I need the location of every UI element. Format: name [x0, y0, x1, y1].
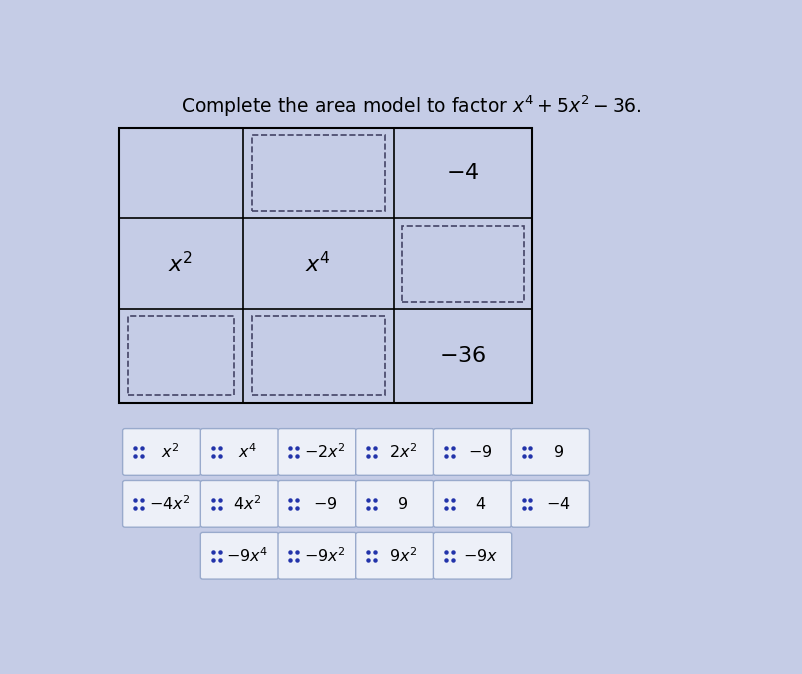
FancyBboxPatch shape [433, 532, 512, 579]
FancyBboxPatch shape [200, 429, 278, 475]
FancyBboxPatch shape [123, 429, 201, 475]
Bar [128, 316, 234, 396]
Bar [252, 135, 385, 211]
FancyBboxPatch shape [278, 532, 356, 579]
Text: $-4x^2$: $-4x^2$ [149, 495, 191, 513]
FancyBboxPatch shape [511, 481, 589, 527]
Bar [403, 226, 524, 302]
FancyBboxPatch shape [278, 481, 356, 527]
Text: $2x^2$: $2x^2$ [389, 443, 417, 461]
FancyBboxPatch shape [356, 429, 434, 475]
Text: $-9$: $-9$ [468, 444, 493, 460]
Text: $4$: $4$ [475, 496, 486, 512]
Text: $-2x^2$: $-2x^2$ [305, 443, 346, 461]
FancyBboxPatch shape [356, 532, 434, 579]
FancyBboxPatch shape [200, 532, 278, 579]
Text: $-4$: $-4$ [546, 496, 571, 512]
FancyBboxPatch shape [356, 481, 434, 527]
Text: $-9$: $-9$ [313, 496, 338, 512]
FancyBboxPatch shape [123, 481, 201, 527]
Text: $-36$: $-36$ [439, 346, 487, 366]
FancyBboxPatch shape [433, 481, 512, 527]
Text: $4x^2$: $4x^2$ [233, 495, 261, 513]
Bar [119, 127, 533, 402]
Bar [252, 316, 385, 396]
Text: $-4$: $-4$ [446, 163, 480, 183]
Text: $-9x$: $-9x$ [463, 548, 498, 563]
Text: $x^2$: $x^2$ [168, 251, 193, 276]
Text: $9x^2$: $9x^2$ [389, 547, 417, 565]
Text: $-9x^2$: $-9x^2$ [305, 547, 346, 565]
FancyBboxPatch shape [433, 429, 512, 475]
Text: Complete the area model to factor $x^4 + 5x^2 - 36$.: Complete the area model to factor $x^4 +… [180, 94, 642, 119]
Text: $x^4$: $x^4$ [306, 251, 331, 276]
Text: $x^2$: $x^2$ [160, 443, 179, 461]
FancyBboxPatch shape [200, 481, 278, 527]
FancyBboxPatch shape [511, 429, 589, 475]
Text: $9$: $9$ [553, 444, 564, 460]
Text: $x^4$: $x^4$ [238, 443, 257, 461]
Text: $9$: $9$ [398, 496, 408, 512]
Text: $-9x^4$: $-9x^4$ [226, 547, 269, 565]
FancyBboxPatch shape [278, 429, 356, 475]
